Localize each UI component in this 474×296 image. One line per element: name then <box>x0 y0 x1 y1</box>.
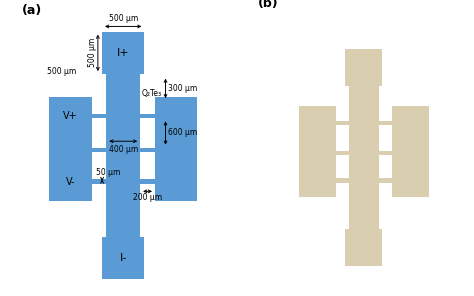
Text: 300 μm: 300 μm <box>168 84 197 93</box>
Text: Q₂Te₃: Q₂Te₃ <box>141 89 161 97</box>
Text: 500 μm: 500 μm <box>88 38 97 67</box>
Text: I-: I- <box>119 253 127 263</box>
Bar <box>299 106 336 140</box>
Text: 50 μm: 50 μm <box>96 168 120 177</box>
Bar <box>49 97 91 135</box>
Bar <box>349 104 379 220</box>
Bar <box>155 163 197 201</box>
Bar <box>392 106 429 140</box>
Bar <box>345 49 383 86</box>
Bar <box>49 163 91 201</box>
Text: I+: I+ <box>117 48 129 58</box>
Bar <box>140 148 155 152</box>
Bar <box>392 164 429 197</box>
Text: V-: V- <box>65 177 75 186</box>
Bar <box>155 97 197 135</box>
Bar <box>155 131 197 169</box>
Bar <box>379 121 392 125</box>
Bar <box>106 226 140 237</box>
Bar <box>345 229 383 266</box>
Bar <box>102 32 145 74</box>
Text: 400 μm: 400 μm <box>109 145 138 155</box>
Bar <box>299 164 336 197</box>
Bar <box>349 220 379 229</box>
Bar <box>379 178 392 183</box>
Bar <box>140 114 155 118</box>
Bar <box>49 131 91 169</box>
Bar <box>336 178 349 183</box>
Bar <box>102 237 145 279</box>
Bar <box>91 148 106 152</box>
Bar <box>91 114 106 118</box>
Text: (b): (b) <box>258 0 279 10</box>
Bar <box>91 179 106 184</box>
Text: 500 μm: 500 μm <box>47 67 76 76</box>
Bar <box>106 74 140 95</box>
Bar <box>299 136 336 169</box>
Bar <box>140 179 155 184</box>
Bar <box>336 151 349 155</box>
Bar <box>379 151 392 155</box>
Bar <box>106 95 140 226</box>
Text: 600 μm: 600 μm <box>168 128 197 137</box>
Text: 500 μm: 500 μm <box>109 14 138 23</box>
Text: (a): (a) <box>22 4 42 17</box>
Bar <box>392 136 429 169</box>
Bar <box>336 121 349 125</box>
Bar <box>349 86 379 104</box>
Text: V+: V+ <box>63 111 78 121</box>
Text: 200 μm: 200 μm <box>133 194 162 202</box>
